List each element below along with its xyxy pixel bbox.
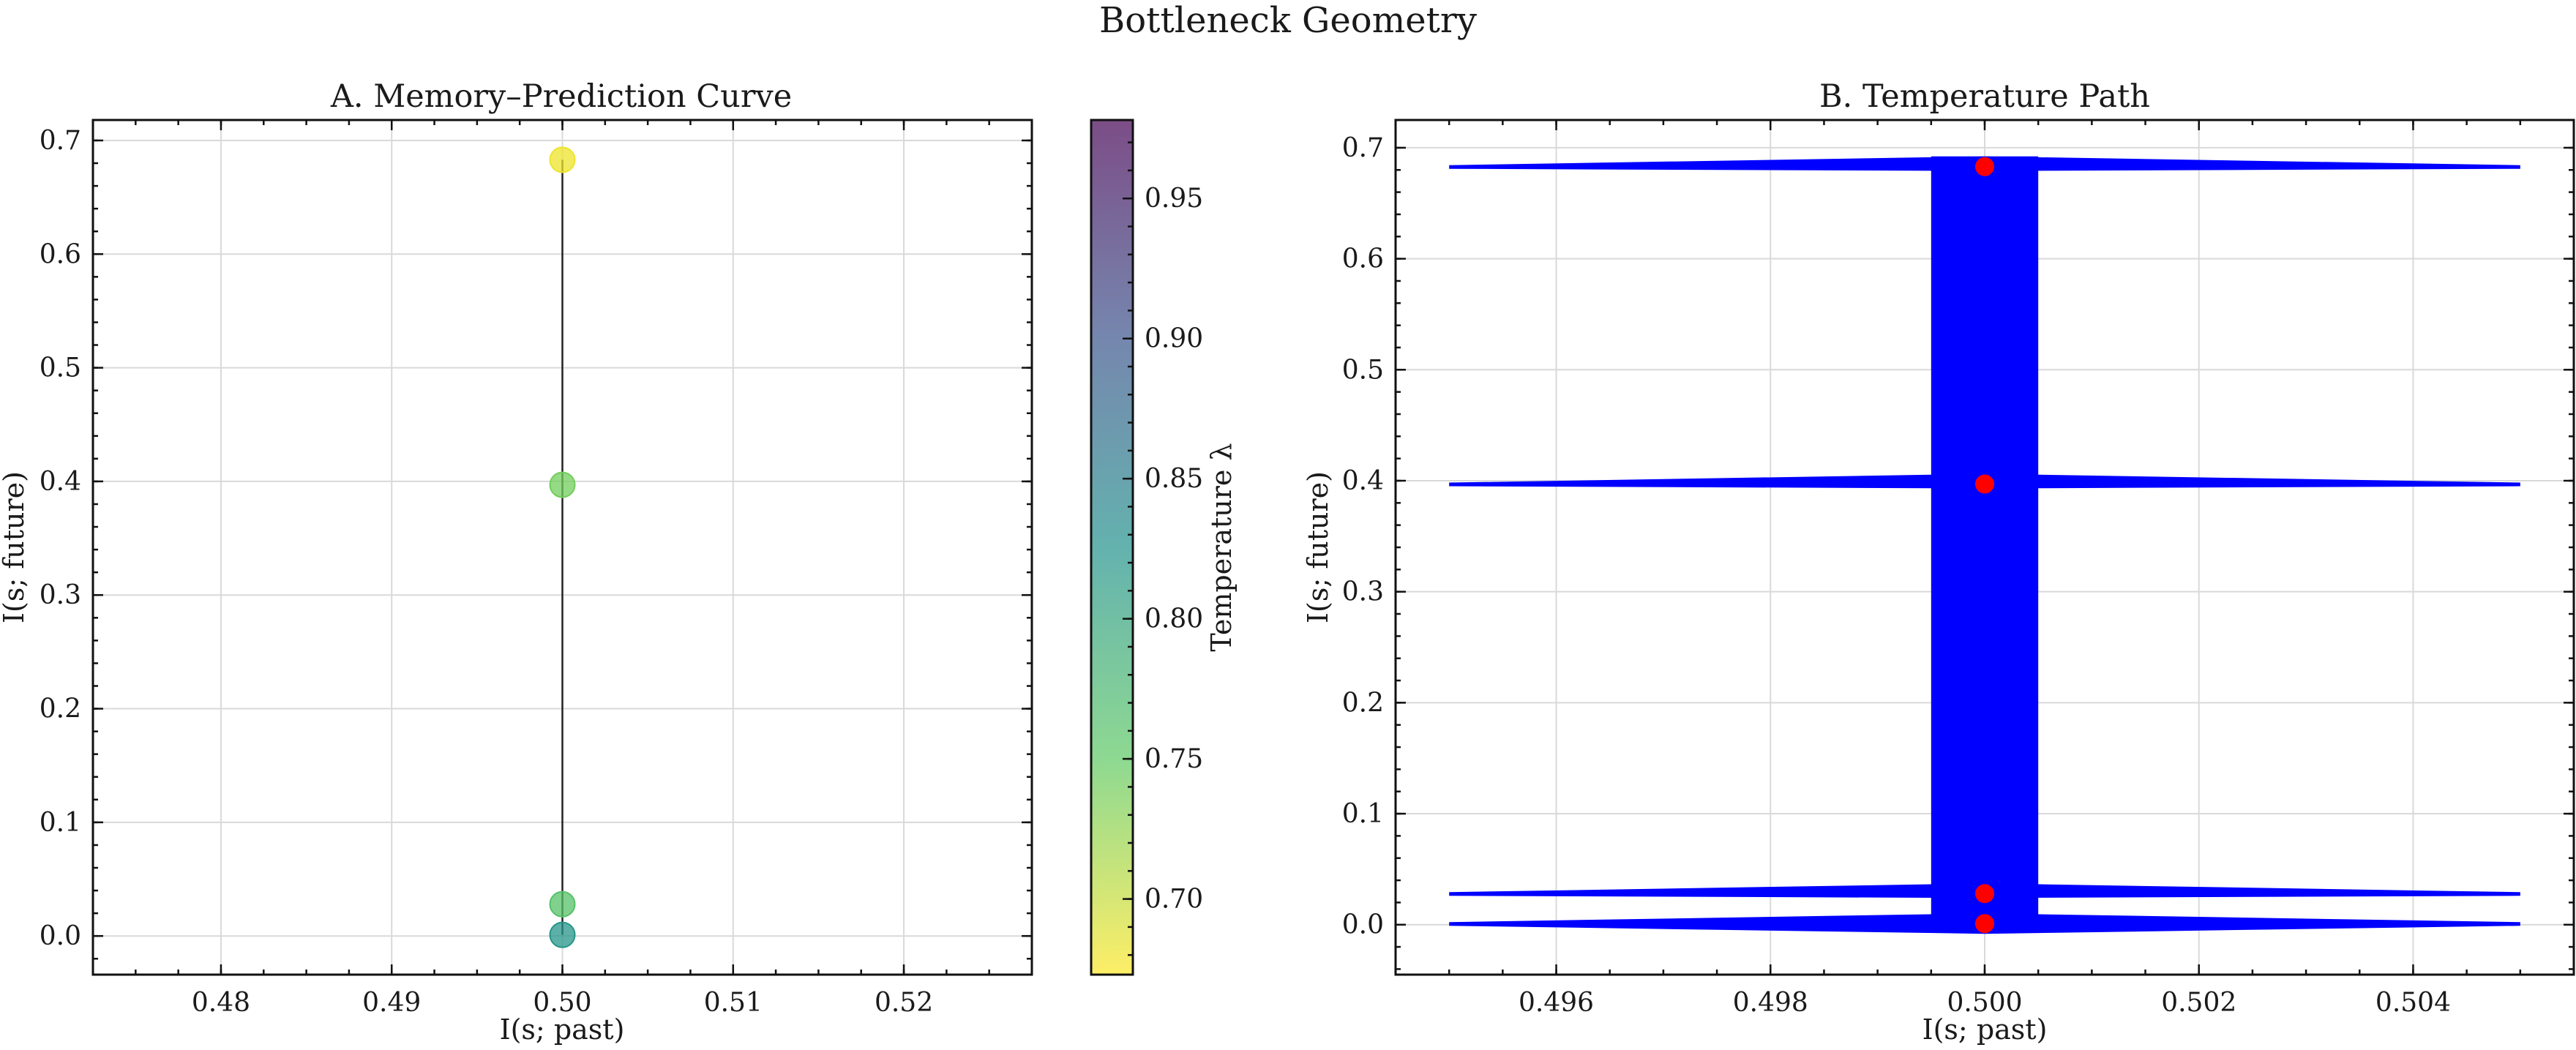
- colorbar-label: Temperature λ: [1205, 443, 1238, 651]
- panel-b-ytick-label: 0.7: [1342, 133, 1384, 163]
- panel-b-marks: [1449, 156, 2520, 934]
- colorbar-tick-label: 0.90: [1145, 324, 1203, 354]
- panel-a-ytick-label: 0.3: [40, 580, 81, 610]
- panel-b-ytick-label: 0.1: [1342, 799, 1384, 829]
- panel-a-frame: [91, 119, 1033, 976]
- panel-b-point: [1975, 157, 1994, 176]
- panel-a-xtick-label: 0.49: [362, 988, 421, 1018]
- colorbar-tick-label: 0.75: [1145, 744, 1203, 774]
- panel-a-point: [549, 471, 576, 498]
- panel-a-ticks: 0.48 0.49 0.50 0.51 0.52 0.0 0.1 0.2 0.3 0.4 0.5 0.…: [40, 120, 1033, 1018]
- panel-b-ytick-label: 0.5: [1342, 355, 1384, 385]
- colorbar: 0.70 0.75 0.80 0.85 0.90 0.95 Temperature λ: [1090, 119, 1238, 976]
- panel-a-ytick-label: 0.6: [40, 239, 81, 269]
- panel-a-xtick-label: 0.52: [875, 988, 933, 1018]
- colorbar-tick-label: 0.80: [1145, 604, 1203, 634]
- panel-b-title: B. Temperature Path: [1819, 78, 2150, 115]
- panel-b-point: [1975, 884, 1994, 904]
- panel-b-ytick-label: 0.6: [1342, 244, 1384, 274]
- panel-a-xtick-label: 0.48: [192, 988, 250, 1018]
- panel-b-ytick-label: 0.2: [1342, 688, 1384, 718]
- colorbar-tick-label: 0.85: [1145, 464, 1203, 494]
- colorbar-frame: [1090, 119, 1134, 976]
- panel-a-title: A. Memory–Prediction Curve: [330, 78, 792, 115]
- panel-b-xtick-label: 0.498: [1733, 988, 1808, 1018]
- panel-a-marks: [549, 146, 576, 948]
- panel-a-ytick-label: 0.1: [40, 808, 81, 838]
- panel-b-xlabel: I(s; past): [1922, 1013, 2048, 1046]
- colorbar-gradient: [1091, 120, 1133, 975]
- panel-a-xtick-label: 0.50: [533, 988, 591, 1018]
- figure-title: Bottleneck Geometry: [1099, 0, 1477, 41]
- panel-b-ytick-label: 0.0: [1342, 910, 1384, 940]
- panel-a-ytick-label: 0.0: [40, 921, 81, 951]
- panel-b: B. Temperature Path 0.496 0.498 0.500 0.502…: [1302, 78, 2575, 1046]
- panel-a-ytick-label: 0.7: [40, 126, 81, 156]
- colorbar-tick-label: 0.95: [1145, 184, 1203, 214]
- panel-b-xtick-label: 0.500: [1947, 988, 2022, 1018]
- panel-a-point: [549, 890, 576, 918]
- panel-b-xtick-label: 0.502: [2161, 988, 2236, 1018]
- panel-a-point: [549, 921, 576, 948]
- panel-b-xtick-label: 0.504: [2375, 988, 2451, 1018]
- panel-a-xtick-label: 0.51: [704, 988, 763, 1018]
- panel-b-xtick-label: 0.496: [1519, 988, 1594, 1018]
- panel-a-point: [549, 146, 576, 173]
- panel-b-ytick-label: 0.4: [1342, 466, 1384, 496]
- colorbar-tick-label: 0.70: [1145, 885, 1203, 915]
- panel-b-point: [1975, 474, 1994, 494]
- panel-a-ylabel: I(s; future): [0, 471, 30, 623]
- panel-b-ylabel: I(s; future): [1302, 471, 1334, 623]
- panel-b-point: [1975, 914, 1994, 934]
- panel-b-frame: [1394, 119, 2575, 976]
- panel-a-ytick-label: 0.5: [40, 353, 81, 383]
- colorbar-ticks: 0.70 0.75 0.80 0.85 0.90 0.95: [1123, 141, 1203, 956]
- panel-b-ytick-label: 0.3: [1342, 577, 1384, 607]
- panel-a-ytick-label: 0.4: [40, 467, 81, 497]
- panel-b-arrow-shaft: [1931, 156, 2039, 918]
- panel-a-ytick-label: 0.2: [40, 694, 81, 724]
- panel-a: A. Memory–Prediction Curve 0.48 0.49 0.50 0…: [0, 78, 1033, 1046]
- panel-a-xlabel: I(s; past): [500, 1013, 625, 1046]
